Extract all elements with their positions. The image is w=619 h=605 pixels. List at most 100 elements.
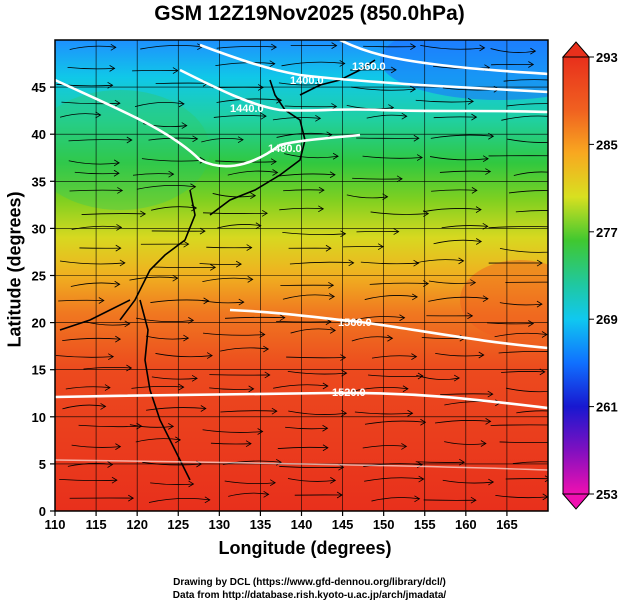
streamline	[142, 461, 202, 466]
streamline	[501, 115, 548, 121]
x-tick-label: 155	[414, 517, 436, 532]
y-axis-ticks: 0 5 10 15 20 25 30 35 40 45	[32, 80, 55, 519]
streamline-arrow	[245, 440, 252, 448]
streamline-arrow	[178, 383, 185, 391]
streamline-arrow	[279, 314, 286, 322]
streamline	[281, 61, 345, 67]
colorbar-ticks: 293 285 277 269 261 253	[589, 50, 618, 502]
streamline	[136, 184, 196, 190]
streamline-arrow	[114, 99, 121, 107]
streamline	[415, 99, 474, 103]
streamline-arrow	[458, 257, 465, 265]
streamline	[201, 137, 244, 143]
streamline	[508, 190, 548, 194]
streamline-arrow	[199, 156, 206, 164]
x-tick-label: 115	[86, 517, 107, 532]
streamline	[494, 332, 548, 338]
streamline-arrow	[411, 293, 418, 301]
streamline	[290, 328, 336, 334]
streamline	[203, 212, 268, 214]
streamline	[515, 210, 548, 213]
streamline	[513, 171, 548, 176]
streamline-arrow	[115, 335, 122, 343]
streamline	[129, 276, 178, 281]
streamline-arrow	[479, 44, 486, 52]
streamline-arrow	[126, 136, 133, 144]
streamline-arrow	[330, 477, 337, 484]
streamline-arrow	[478, 351, 485, 359]
y-tick-label: 20	[32, 316, 46, 331]
streamline	[150, 206, 197, 211]
streamline-arrow	[553, 409, 558, 415]
streamline	[366, 114, 407, 119]
streamline	[439, 170, 491, 173]
streamline-arrow	[107, 461, 114, 468]
streamline-arrow	[536, 300, 543, 308]
streamline	[353, 316, 405, 321]
streamline-arrow	[100, 403, 107, 410]
streamline-arrow	[272, 169, 279, 176]
streamline	[145, 335, 189, 340]
streamline-arrow	[470, 496, 477, 504]
streamline	[512, 461, 548, 464]
streamline	[68, 139, 132, 142]
streamline	[362, 445, 407, 449]
contour-label: 1400.0	[290, 75, 324, 87]
streamline	[430, 134, 494, 139]
streamline-arrow	[411, 353, 418, 360]
streamline	[276, 320, 331, 323]
streamline-arrow	[98, 297, 105, 304]
streamline-arrow	[553, 170, 558, 176]
korea-china-coast	[119, 189, 196, 321]
streamline	[217, 224, 261, 229]
streamline	[131, 385, 184, 389]
streamline-arrow	[263, 345, 270, 353]
colorbar-tick-label: 253	[596, 487, 618, 502]
streamline-arrow	[318, 186, 325, 194]
streamline	[65, 386, 111, 390]
streamline-arrow	[467, 312, 474, 320]
streamline-arrow	[548, 153, 553, 159]
streamline-arrow	[418, 475, 425, 483]
streamline	[210, 442, 252, 445]
colorbar: 293 285 277 269 261 253	[561, 41, 618, 510]
streamline	[216, 46, 277, 49]
streamline	[363, 45, 416, 48]
streamline-arrow	[340, 230, 347, 238]
y-tick-label: 5	[39, 457, 46, 472]
streamline	[364, 295, 418, 300]
contour-1360-line	[339, 40, 548, 76]
streamline	[490, 48, 536, 53]
streamline-arrow	[377, 243, 384, 251]
streamline-arrow	[190, 183, 197, 191]
coastlines	[59, 59, 376, 481]
streamline-arrow	[396, 175, 403, 183]
streamline	[213, 115, 267, 118]
streamline-arrow	[264, 371, 271, 379]
streamline	[415, 259, 464, 264]
streamline	[62, 337, 121, 341]
streamline-arrow	[271, 407, 278, 415]
streamline-arrow	[382, 193, 389, 201]
streamline	[364, 477, 424, 482]
y-tick-label: 40	[32, 127, 46, 142]
streamline	[134, 101, 185, 108]
streamline-arrow	[111, 476, 118, 484]
streamline-arrow	[557, 248, 562, 254]
streamline-arrow	[557, 349, 562, 355]
contour-labels: 1360.0 1400.0 1440.0 1480.0 1560.0 1520.…	[230, 61, 386, 399]
streamline	[288, 410, 347, 415]
x-tick-label: 110	[45, 517, 66, 532]
streamline	[152, 266, 216, 269]
streamline-arrow	[191, 374, 198, 382]
streamline-arrow	[332, 152, 339, 160]
streamline-arrow	[459, 458, 466, 466]
streamline	[276, 173, 336, 177]
streamline-arrow	[528, 61, 535, 68]
streamline	[499, 247, 548, 253]
streamline	[371, 497, 420, 502]
streamline-arrow	[115, 443, 122, 450]
streamline	[370, 211, 429, 215]
streamline	[225, 316, 285, 319]
